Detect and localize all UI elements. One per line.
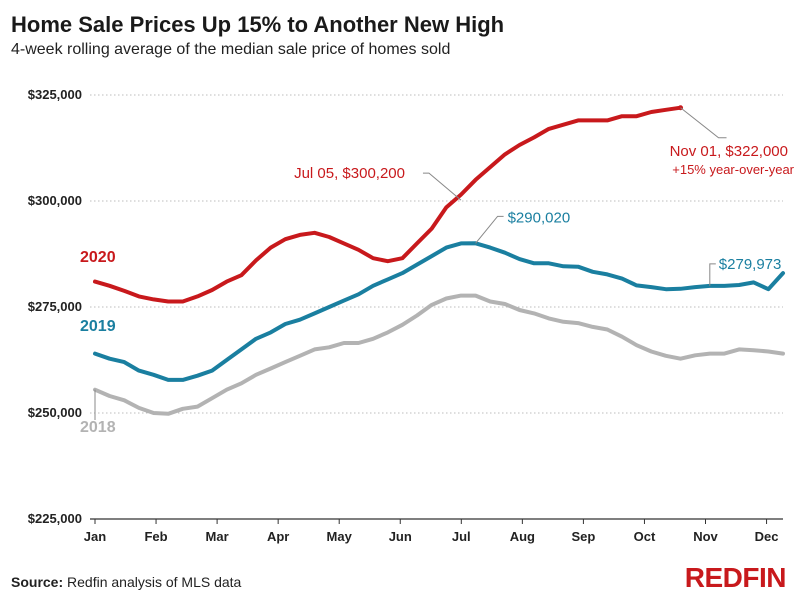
x-tick-label: Sep <box>571 529 595 544</box>
x-tick-label: Feb <box>144 529 167 544</box>
series-label-2018: 2018 <box>80 419 116 436</box>
x-tick-label: Jun <box>389 529 412 544</box>
annotation-connector <box>422 172 462 201</box>
series-line-2018 <box>93 293 785 416</box>
y-tick-label: $225,000 <box>28 511 82 526</box>
x-tick-label: Jan <box>84 529 106 544</box>
x-tick-label: Jul <box>452 529 471 544</box>
source-label: Source: <box>11 574 64 590</box>
redfin-logo: REDFIN <box>684 562 787 593</box>
x-tick-label: Mar <box>206 529 229 544</box>
annotation-connector <box>475 215 504 244</box>
annotation-connector <box>709 263 716 286</box>
source-text: Redfin analysis of MLS data <box>67 574 242 590</box>
annotation-connector <box>680 107 727 139</box>
annotation-label: Nov 01, $322,000 <box>670 143 788 160</box>
series-label-2019: 2019 <box>80 318 116 335</box>
x-tick-label: Aug <box>510 529 535 544</box>
x-tick-label: May <box>327 529 353 544</box>
y-tick-label: $325,000 <box>28 87 82 102</box>
y-tick-label: $300,000 <box>28 193 82 208</box>
annotation-label: Jul 05, $300,200 <box>294 165 405 182</box>
chart-subtitle: 4-week rolling average of the median sal… <box>11 41 451 58</box>
series-line-2020 <box>93 105 683 304</box>
x-tick-label: Nov <box>693 529 718 544</box>
series-label-2020: 2020 <box>80 249 116 266</box>
source-note: Source: Redfin analysis of MLS data <box>11 574 241 590</box>
series-line-2019 <box>93 241 785 382</box>
x-tick-label: Apr <box>267 529 289 544</box>
y-tick-label: $275,000 <box>28 299 82 314</box>
chart-title: Home Sale Prices Up 15% to Another New H… <box>11 12 505 37</box>
annotation-sublabel: +15% year-over-year <box>672 162 794 177</box>
annotation-label: $279,973 <box>719 256 782 273</box>
x-tick-label: Oct <box>634 529 656 544</box>
annotation-label: $290,020 <box>508 209 571 226</box>
y-tick-label: $250,000 <box>28 405 82 420</box>
x-tick-label: Dec <box>755 529 779 544</box>
